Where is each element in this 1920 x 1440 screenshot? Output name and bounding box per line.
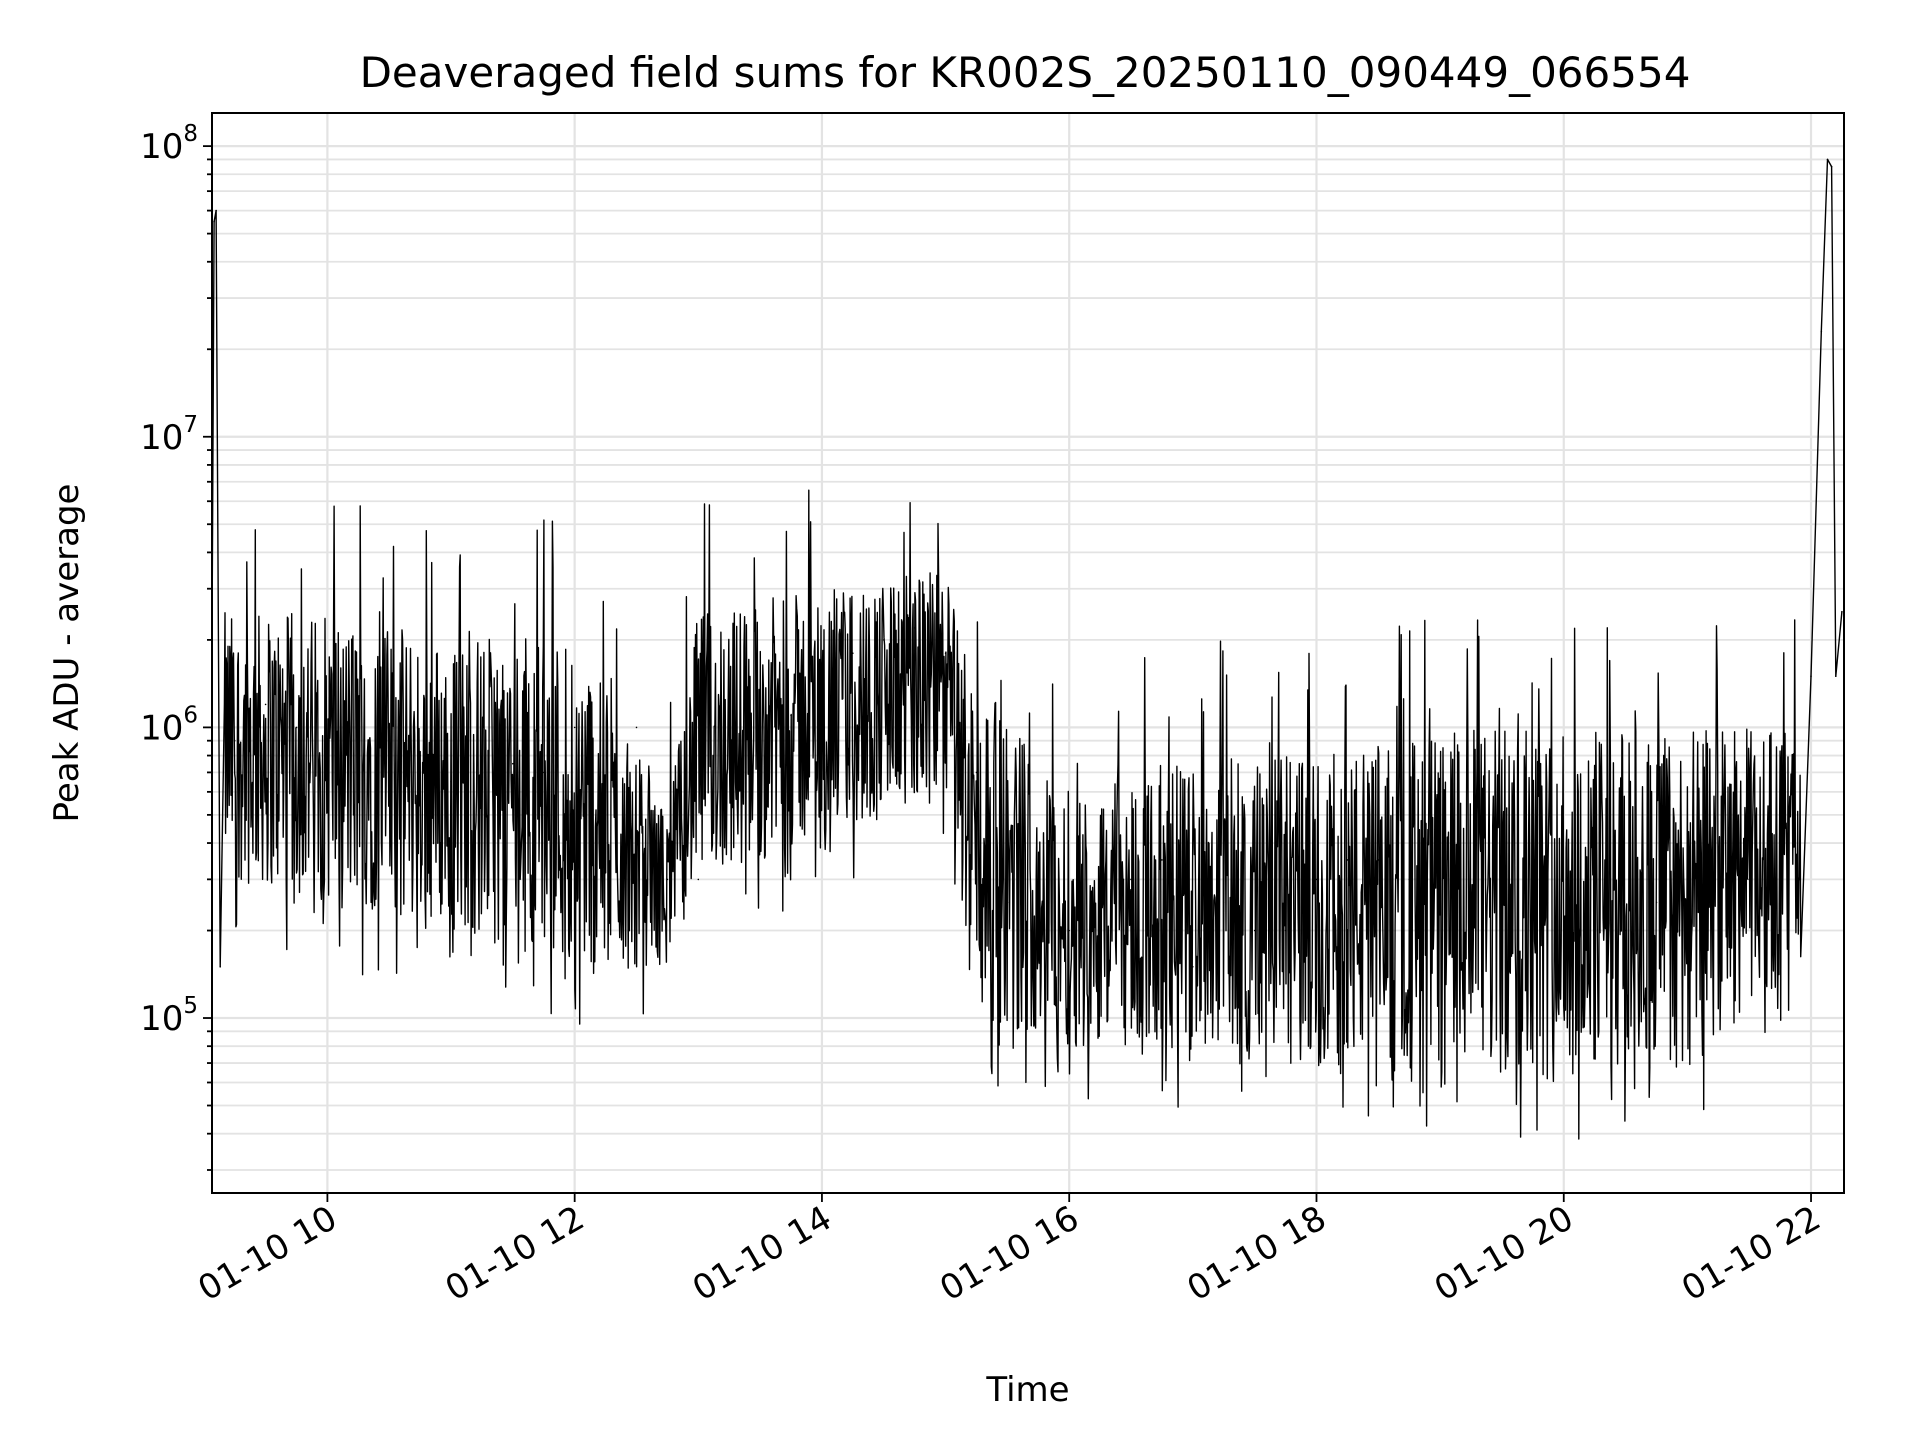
y-tick-label-base: 10 [140,418,183,458]
data-point [1006,901,1009,904]
data-point [1826,158,1829,161]
data-point [357,791,360,793]
data-point [852,652,854,654]
y-axis-label: Peak ADU - average [47,484,87,823]
data-point [821,684,823,686]
data-point [1377,859,1380,861]
y-tick-label-base: 10 [140,127,183,167]
data-point [481,771,483,774]
data-point [913,627,916,629]
y-tick-label-exponent: 6 [183,702,198,728]
data-point [759,739,761,742]
data-point [264,703,267,706]
data-point [573,726,576,729]
y-tick-label-exponent: 5 [183,993,198,1019]
data-point [1192,966,1194,968]
x-axis-label: Time [985,1370,1069,1410]
data-point [1686,929,1689,932]
data-point [1841,610,1843,613]
y-tick-label: 107 [140,412,198,458]
data-point [512,762,514,765]
data-point [1820,330,1823,333]
y-tick-label-exponent: 8 [183,121,198,147]
data-point [604,791,607,793]
data-point [215,209,217,212]
data-point [1253,929,1256,932]
data-point [233,739,236,742]
y-tick-label-base: 10 [140,708,183,748]
data-point [1439,901,1441,904]
data-point [419,754,421,757]
data-point [1655,901,1658,904]
data-point [697,878,700,881]
data-point [944,652,947,654]
data-point [883,639,885,641]
data-point [326,754,329,757]
data-point [1470,901,1472,904]
y-tick-label-base: 10 [140,999,183,1039]
data-point [666,878,669,881]
data-point [1099,929,1101,932]
data-point [213,220,215,223]
data-point [1830,165,1833,168]
chart-title: Deaveraged field sums for KR002S_2025011… [360,48,1691,97]
series-group [211,158,1843,1140]
data-point [1223,901,1225,904]
data-point [219,966,221,968]
data-point [450,781,452,783]
data-point [1810,675,1812,677]
plot-frame [211,112,1845,1194]
data-point [1315,878,1318,881]
data-point [1835,675,1837,677]
data-point [728,726,730,729]
data-point [1748,878,1750,881]
data-point [543,771,545,774]
data-point [1717,901,1720,904]
data-point [1284,929,1287,932]
data-point [1130,878,1132,881]
data-point [1593,901,1596,904]
series-line [211,158,1843,1140]
y-tick-label: 108 [140,121,198,167]
data-point [1037,878,1040,881]
data-point [1408,878,1410,881]
data-point [1532,878,1534,881]
data-point [1501,878,1503,881]
data-point [975,771,978,774]
data-point [1161,859,1163,861]
data-point [1346,859,1349,861]
data-point [388,771,391,774]
data-point [1068,929,1070,932]
data-point [635,726,638,729]
y-tick-label: 106 [140,702,198,748]
y-tick-label: 105 [140,993,198,1039]
data-point [295,726,298,729]
data-point [1624,929,1627,932]
data-point [1779,842,1781,844]
data-point [1563,929,1565,932]
y-tick-label-exponent: 7 [183,412,198,438]
data-point [790,714,792,717]
